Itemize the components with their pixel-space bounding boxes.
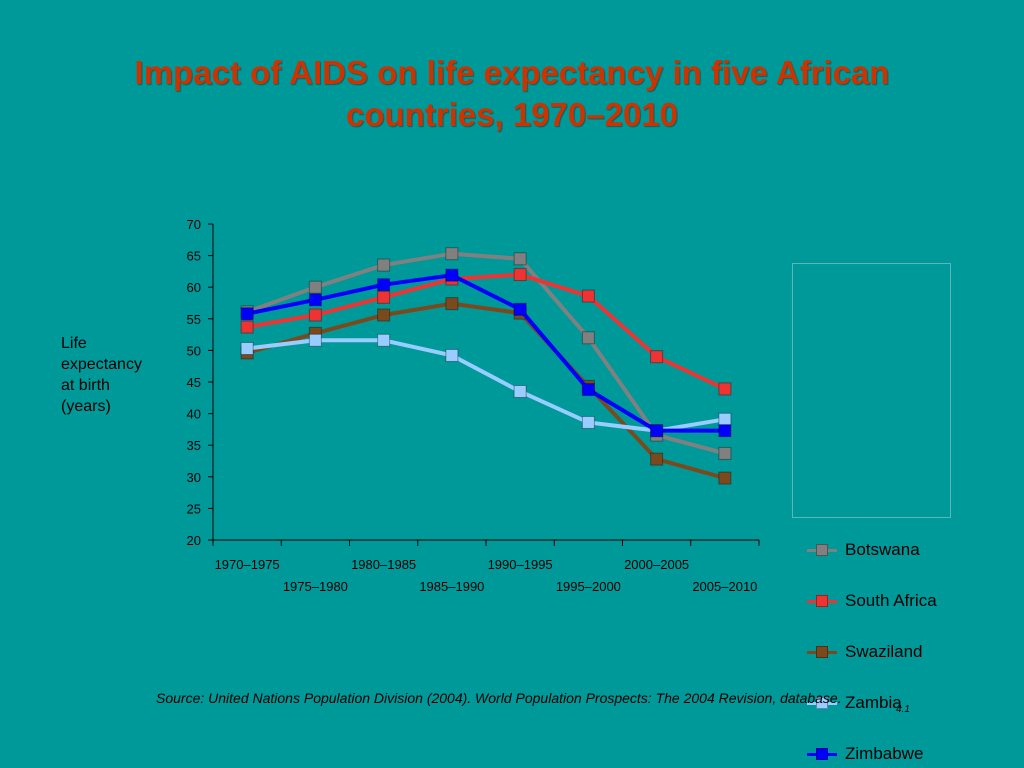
- legend-swatch: [807, 543, 837, 556]
- y-tick-label: 45: [187, 375, 201, 390]
- x-tick-label: 1970–1975: [215, 557, 280, 572]
- data-point: [445, 268, 459, 282]
- source-note: Source: United Nations Population Divisi…: [156, 690, 842, 706]
- data-point: [240, 307, 254, 321]
- legend-item-zimbabwe: Zimbabwe: [807, 742, 923, 766]
- slide-number: 4.1: [896, 704, 910, 715]
- data-point: [308, 333, 322, 347]
- y-tick-label: 50: [187, 343, 201, 358]
- series-zambia: [240, 333, 732, 438]
- series-line: [246, 301, 726, 480]
- series-line: [246, 251, 726, 456]
- data-point: [718, 446, 732, 460]
- legend-swatch: [807, 645, 837, 658]
- legend-item-south-africa: South Africa: [807, 589, 937, 613]
- data-point: [445, 297, 459, 311]
- data-point: [377, 278, 391, 292]
- data-point: [718, 424, 732, 438]
- data-point: [513, 384, 527, 398]
- data-point: [513, 302, 527, 316]
- legend-swatch: [807, 594, 837, 607]
- x-tick-label: 1975–1980: [283, 579, 348, 594]
- x-tick-label: 1990–1995: [488, 557, 553, 572]
- series-swaziland: [240, 297, 732, 485]
- y-tick-label: 25: [187, 501, 201, 516]
- series-line: [246, 272, 726, 391]
- x-tick-label: 2005–2010: [692, 579, 757, 594]
- x-tick-label: 1985–1990: [419, 579, 484, 594]
- data-point: [377, 290, 391, 304]
- data-point: [377, 308, 391, 322]
- chart-series: [240, 247, 732, 485]
- data-point: [581, 383, 595, 397]
- data-point: [513, 268, 527, 282]
- legend-label: Botswana: [845, 540, 920, 559]
- data-point: [650, 424, 664, 438]
- y-axis-label-line: at birth: [61, 377, 110, 394]
- y-tick-label: 55: [187, 312, 201, 327]
- data-point: [513, 252, 527, 266]
- y-axis-label: Life expectancy at birth (years): [61, 333, 171, 417]
- y-tick-label: 30: [187, 470, 201, 485]
- data-point: [581, 331, 595, 345]
- data-point: [581, 415, 595, 429]
- data-point: [308, 293, 322, 307]
- y-axis-label-line: (years): [61, 398, 111, 415]
- chart-legend: Botswana South Africa Swaziland Zambia Z…: [792, 263, 951, 763]
- legend-item-swaziland: Swaziland: [807, 640, 923, 664]
- data-point: [308, 280, 322, 294]
- data-point: [377, 258, 391, 272]
- legend-item-botswana: Botswana: [807, 538, 920, 562]
- legend-swatch: [807, 747, 837, 760]
- series-line: [246, 273, 725, 433]
- legend-label: Swaziland: [845, 642, 923, 661]
- y-axis-label-line: Life: [61, 335, 87, 352]
- data-point: [718, 471, 732, 485]
- y-tick-label: 20: [187, 533, 201, 548]
- title-line-2: countries, 1970–2010: [345, 96, 679, 133]
- legend-swatch: [807, 696, 837, 709]
- legend-label: Zimbabwe: [845, 744, 924, 763]
- data-point: [718, 382, 732, 396]
- y-tick-label: 35: [187, 438, 201, 453]
- data-point: [445, 348, 459, 362]
- legend-item-zambia: Zambia: [807, 691, 902, 715]
- y-axis-label-line: expectancy: [61, 356, 142, 373]
- slide-title: Impact of AIDS on life expectancy in fiv…: [0, 52, 1024, 136]
- data-point: [445, 247, 459, 261]
- data-point: [377, 333, 391, 347]
- legend-label: South Africa: [845, 591, 937, 610]
- y-tick-label: 70: [187, 217, 201, 232]
- data-point: [240, 320, 254, 334]
- x-tick-label: 2000–2005: [624, 557, 689, 572]
- chart-axes: 20 25 30 35 40 45 50 55 60 65 70 1970–19751975–1980…: [187, 217, 760, 594]
- data-point: [240, 342, 254, 356]
- y-tick-label: 65: [187, 249, 201, 264]
- data-point: [650, 350, 664, 364]
- x-tick-label: 1980–1985: [351, 557, 416, 572]
- data-point: [581, 289, 595, 303]
- series-line: [246, 338, 726, 433]
- data-point: [718, 412, 732, 426]
- y-tick-label: 60: [187, 280, 201, 295]
- data-point: [650, 452, 664, 466]
- title-line-1: Impact of AIDS on life expectancy in fiv…: [134, 54, 890, 91]
- y-tick-label: 40: [187, 407, 201, 422]
- series-zimbabwe: [240, 268, 732, 438]
- x-tick-label: 1995–2000: [556, 579, 621, 594]
- data-point: [308, 308, 322, 322]
- legend-label: Zambia: [845, 693, 902, 712]
